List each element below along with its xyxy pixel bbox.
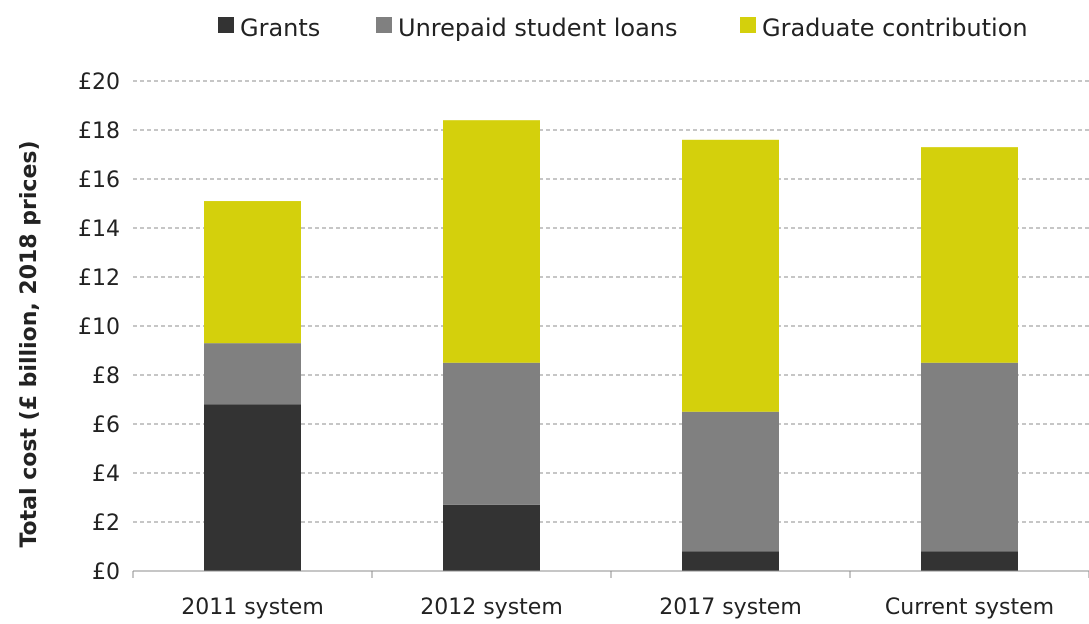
x-tick-labels: 2011 system 2012 system 2017 system Current… (181, 595, 1054, 620)
legend-swatch-2 (376, 17, 392, 33)
y-tick-label: £12 (78, 266, 120, 291)
y-tick-label: £14 (78, 217, 120, 242)
bar-segment-2-4 (921, 362, 1018, 552)
y-tick-label: £10 (78, 315, 120, 340)
y-tick-label: £18 (78, 119, 120, 144)
y-axis-title: Total cost (£ billion, 2018 prices) (17, 140, 42, 547)
legend-swatch-3 (740, 17, 756, 33)
legend-label-1: Grants (240, 14, 320, 42)
x-tick-label: 2011 system (181, 595, 324, 620)
axes (132, 570, 1089, 578)
x-tick-label: Current system (885, 595, 1054, 620)
bar-segment-3-4 (921, 147, 1018, 363)
bars (204, 120, 1018, 571)
bar-segment-2-1 (204, 343, 301, 405)
legend: Grants Unrepaid student loans Graduate con… (218, 14, 1028, 42)
legend-label-3: Graduate contribution (762, 14, 1028, 42)
bar-segment-2-3 (682, 411, 779, 552)
y-tick-label: £2 (92, 511, 120, 536)
y-tick-label: £6 (92, 413, 120, 438)
x-tick-label: 2012 system (420, 595, 563, 620)
y-tick-label: £4 (92, 462, 120, 487)
y-tick-label: £8 (92, 364, 120, 389)
y-tick-label: £20 (78, 70, 120, 95)
y-tick-labels: £0 £2 £4 £6 £8 £10 £12 £14 £16 £18 £20 (78, 70, 120, 585)
bar-segment-1-4 (921, 551, 1018, 571)
legend-swatch-1 (218, 17, 234, 33)
bar-segment-1-3 (682, 551, 779, 571)
bar-segment-1-2 (443, 504, 540, 571)
bar-segment-3-1 (204, 201, 301, 344)
x-tick-label: 2017 system (659, 595, 802, 620)
gridlines (133, 80, 1089, 523)
legend-label-2: Unrepaid student loans (398, 14, 678, 42)
bar-segment-1-1 (204, 404, 301, 571)
bar-segment-3-3 (682, 139, 779, 412)
bar-segment-2-2 (443, 362, 540, 505)
y-tick-label: £16 (78, 168, 120, 193)
y-tick-label: £0 (92, 560, 120, 585)
bar-segment-3-2 (443, 120, 540, 363)
